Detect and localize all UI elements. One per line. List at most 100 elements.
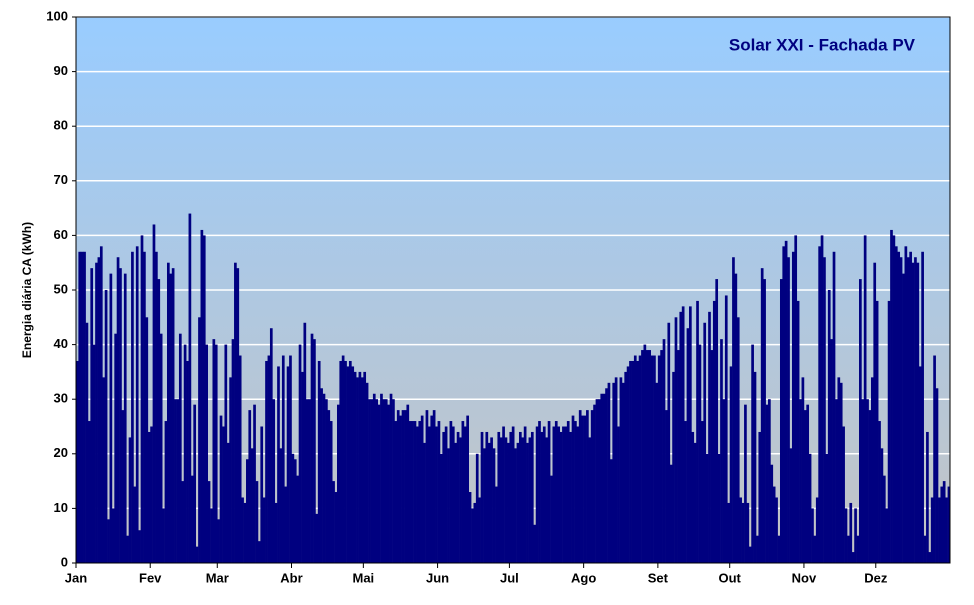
- bar: [849, 502, 853, 563]
- bar: [662, 339, 666, 563]
- bar: [782, 246, 786, 563]
- bar: [420, 415, 424, 563]
- bar: [698, 344, 702, 563]
- y-tick-label: 20: [54, 445, 68, 460]
- bar: [461, 421, 465, 563]
- bar: [97, 257, 101, 563]
- bar: [588, 437, 592, 563]
- bar: [507, 442, 510, 563]
- bar: [265, 360, 268, 563]
- bar: [399, 415, 402, 563]
- bar: [918, 366, 922, 563]
- bar: [313, 339, 316, 563]
- bar: [605, 388, 608, 563]
- bar: [301, 371, 304, 563]
- bar: [892, 235, 896, 563]
- bar: [744, 404, 747, 563]
- bar: [576, 426, 580, 563]
- bar: [660, 350, 663, 563]
- bar: [638, 355, 642, 563]
- x-tick-label: Mai: [353, 570, 375, 585]
- bar: [581, 415, 584, 563]
- bar: [770, 464, 774, 563]
- bar: [178, 333, 182, 563]
- bar: [947, 486, 951, 563]
- bar: [825, 453, 829, 563]
- bar: [475, 453, 479, 563]
- bar: [202, 235, 206, 563]
- bar: [772, 486, 776, 563]
- bar: [839, 382, 843, 563]
- bar: [870, 377, 874, 563]
- bar: [916, 262, 920, 563]
- bar: [894, 246, 898, 563]
- bar: [583, 415, 587, 563]
- bar: [432, 410, 436, 563]
- y-tick-label: 100: [46, 8, 68, 23]
- bar: [339, 360, 343, 563]
- bar: [166, 262, 170, 563]
- bar: [631, 360, 635, 563]
- bar: [595, 399, 599, 563]
- bar: [768, 399, 771, 563]
- bar: [677, 350, 680, 563]
- bar: [794, 235, 798, 563]
- bar: [80, 251, 84, 563]
- bar: [449, 421, 453, 563]
- bar: [238, 355, 242, 563]
- bar: [835, 399, 838, 563]
- bar: [159, 333, 163, 563]
- bar: [911, 262, 915, 563]
- bar: [111, 508, 115, 563]
- y-tick-label: 80: [54, 118, 68, 133]
- bar: [863, 235, 867, 563]
- bar: [320, 388, 323, 563]
- bar: [104, 290, 108, 563]
- bar: [219, 415, 223, 563]
- bar: [629, 360, 632, 563]
- bar: [636, 360, 640, 563]
- bar: [653, 355, 656, 563]
- bar: [459, 437, 462, 563]
- bar: [76, 360, 79, 563]
- bar: [530, 431, 534, 563]
- bar: [732, 257, 735, 563]
- bar: [748, 546, 752, 563]
- bar: [511, 426, 515, 563]
- bar: [353, 371, 357, 563]
- bar: [559, 431, 563, 563]
- x-tick-label: Jul: [500, 570, 519, 585]
- bar: [806, 404, 810, 563]
- bar: [171, 268, 175, 563]
- bar: [346, 366, 350, 563]
- bar: [801, 377, 805, 563]
- bar: [626, 366, 630, 563]
- bar: [655, 382, 659, 563]
- bar: [650, 355, 654, 563]
- bar: [712, 300, 716, 563]
- bar: [439, 453, 443, 563]
- bar: [116, 257, 120, 563]
- bar: [878, 421, 881, 563]
- bar: [272, 399, 276, 563]
- bar: [700, 421, 704, 563]
- x-tick-label: Jan: [65, 570, 87, 585]
- bar: [162, 508, 165, 563]
- bar: [480, 431, 484, 563]
- bar: [164, 421, 168, 563]
- bar: [935, 388, 939, 563]
- bar: [308, 399, 311, 563]
- bar: [586, 410, 589, 563]
- bar: [533, 524, 537, 563]
- bar: [430, 415, 434, 563]
- bar: [416, 426, 419, 563]
- bar: [904, 246, 908, 563]
- bar: [341, 355, 345, 563]
- bar: [337, 404, 340, 563]
- bar: [150, 426, 153, 563]
- bar: [183, 344, 187, 563]
- bar: [799, 399, 802, 563]
- bar: [87, 421, 91, 563]
- bar: [444, 426, 448, 563]
